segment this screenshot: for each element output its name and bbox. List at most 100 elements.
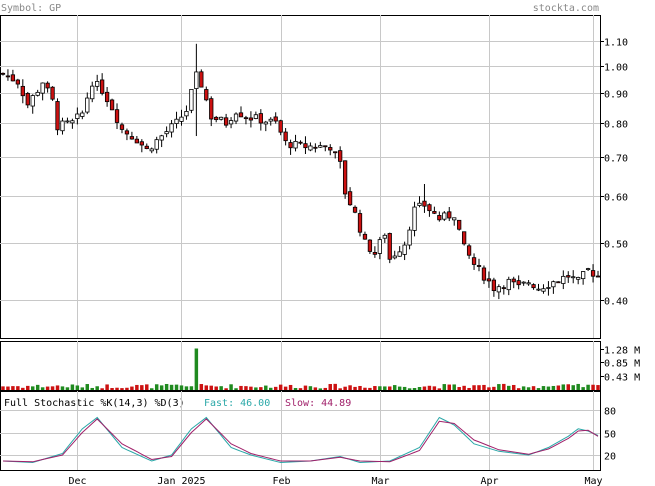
volume-bar — [229, 384, 233, 390]
volume-bar — [278, 384, 283, 390]
candle-body — [15, 79, 20, 85]
candle-body — [328, 147, 333, 151]
candle-body — [581, 271, 586, 280]
candle-body — [70, 120, 75, 124]
volume-bar — [516, 388, 521, 390]
volume-bar — [105, 384, 109, 390]
volume-bar — [234, 388, 238, 390]
volume-bar — [581, 387, 585, 390]
stochastic-title: Full Stochastic %K(14,3) %D(3) — [4, 398, 185, 409]
stochastic-tick-label: 20 — [604, 452, 616, 463]
month-label: Jan 2025 — [157, 476, 205, 486]
volume-bar — [566, 384, 570, 390]
volume-bar — [402, 386, 407, 390]
candle-body — [223, 117, 229, 126]
volume-bar — [150, 388, 154, 390]
candle-body — [417, 202, 422, 206]
candle-body — [461, 231, 467, 245]
candle-body — [367, 239, 373, 252]
volume-bar — [368, 387, 372, 390]
volume-bar — [561, 384, 566, 390]
volume-bar — [6, 386, 10, 390]
candle-body — [169, 123, 174, 133]
volume-bar — [541, 386, 546, 390]
candle-body — [551, 281, 556, 288]
volume-bar — [224, 388, 228, 390]
candle-body — [347, 191, 353, 206]
volume-bar — [397, 386, 402, 390]
candle-body — [541, 288, 546, 292]
volume-bar — [120, 388, 124, 390]
volume-bar — [130, 386, 134, 390]
volume-bar — [16, 386, 20, 390]
candle-body — [268, 118, 273, 122]
month-axis: Dec Jan 2025 Feb Mar Apr May — [68, 476, 602, 486]
volume-bar — [308, 386, 313, 390]
candle-body — [536, 288, 541, 291]
volume-bar — [531, 386, 536, 390]
candle-body — [466, 245, 472, 256]
candle-body — [288, 142, 293, 149]
candle-body — [95, 81, 100, 87]
volume-bar — [378, 386, 382, 390]
volume-bar — [40, 387, 45, 390]
volume-bar — [50, 386, 55, 390]
candle-body — [149, 148, 154, 152]
volume-bar — [432, 386, 437, 390]
candle-body — [204, 89, 209, 101]
volume-bar — [179, 385, 184, 390]
candle-body — [293, 140, 298, 149]
volume-bar — [452, 384, 456, 390]
volume-bar — [383, 386, 387, 390]
stochastic-frame — [0, 391, 601, 471]
candle-body — [194, 71, 199, 89]
volume-bar — [75, 385, 80, 390]
volume-bar — [422, 386, 427, 390]
candle-body — [427, 204, 432, 212]
candle-body — [402, 244, 407, 255]
stochastic-panel: Full Stochastic %K(14,3) %D(3) Fast: 46.… — [0, 391, 616, 471]
site-label[interactable]: stockta.com — [533, 3, 599, 14]
candle-body — [496, 286, 501, 293]
volume-bar — [467, 387, 471, 390]
volume-bar — [11, 386, 15, 390]
candle-body — [228, 120, 234, 125]
candle-body — [119, 124, 125, 130]
volume-bar — [100, 388, 104, 390]
candle-body — [30, 95, 35, 107]
candle-body — [104, 91, 110, 103]
volume-bar — [556, 385, 561, 390]
volume-bar — [407, 388, 412, 390]
volume-bar — [482, 384, 486, 390]
candle-body — [452, 217, 457, 221]
volume-frame — [0, 341, 601, 391]
volume-bar — [283, 386, 288, 390]
volume-bar — [110, 388, 114, 390]
candle-body — [576, 277, 581, 280]
volume-bar — [338, 388, 342, 390]
volume-bar — [353, 386, 357, 390]
volume-bar — [591, 384, 595, 390]
candle-body — [233, 113, 239, 122]
volume-bar — [184, 386, 189, 390]
volume-bar — [323, 387, 328, 390]
volume-bar — [249, 386, 253, 390]
volume-bar — [507, 385, 511, 390]
candle-body — [199, 71, 204, 88]
volume-bar — [164, 383, 169, 390]
stochastic-tick-label: 50 — [604, 430, 616, 441]
volume-bar — [447, 384, 451, 390]
volume-tick-label: 0.43 M — [604, 373, 640, 384]
candle-body — [65, 120, 70, 123]
candle-body — [397, 251, 402, 257]
candle-body — [476, 265, 482, 267]
candle-body — [253, 114, 259, 119]
candle-body — [501, 287, 506, 290]
candle-body — [100, 79, 105, 94]
volume-bar — [26, 385, 30, 390]
candle-body — [60, 120, 65, 132]
candle-body — [481, 267, 487, 281]
volume-bar — [174, 384, 179, 390]
candle-body — [248, 117, 254, 121]
stochastic-slow-label: Slow: 44.89 — [285, 398, 351, 409]
